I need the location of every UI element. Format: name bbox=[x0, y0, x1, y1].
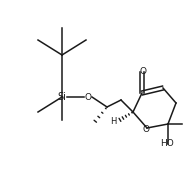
Text: H: H bbox=[111, 117, 117, 127]
Text: O: O bbox=[142, 124, 149, 134]
Text: O: O bbox=[85, 93, 91, 101]
Text: HO: HO bbox=[160, 139, 174, 149]
Text: Si: Si bbox=[58, 92, 66, 102]
Text: O: O bbox=[140, 67, 146, 77]
